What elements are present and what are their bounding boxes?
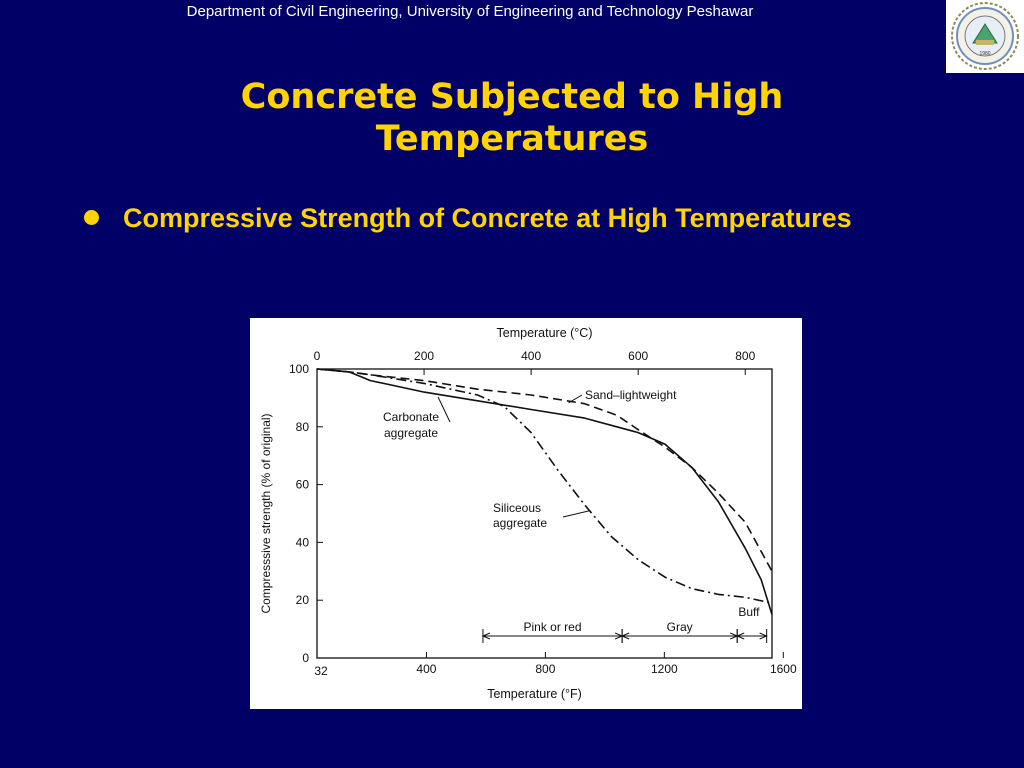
range-arrow	[735, 632, 745, 640]
leader-siliceous	[562, 510, 591, 518]
y-tick-label: 0	[302, 651, 309, 665]
leader-carbonate	[437, 396, 451, 423]
y-tick-label: 80	[296, 420, 310, 434]
x-bottom-tick-label: 1200	[651, 662, 678, 676]
range-label: Buff	[738, 605, 760, 619]
series-line-carbonate-aggregate	[316, 368, 773, 615]
y-tick-label: 60	[296, 478, 310, 492]
x-top-tick-label: 200	[414, 349, 434, 363]
annotation-carbonate-line2: aggregate	[384, 426, 438, 440]
x-top-tick-label: 800	[735, 349, 755, 363]
leader-sand-lightweight	[568, 394, 583, 404]
range-arrow	[620, 632, 630, 640]
x-top-tick-label: 0	[314, 349, 321, 363]
bullet-dot-icon	[84, 210, 99, 225]
chart-figure: 0 200 400 600 800 Temperature (°C) 32 400 800 120…	[250, 318, 802, 709]
university-seal-icon: 1980	[951, 2, 1019, 70]
x-bottom-tick-label: 32	[314, 664, 328, 678]
seal-year: 1980	[979, 51, 990, 57]
range-label: Gray	[667, 620, 693, 634]
x-bottom-axis-title: Temperature (°F)	[487, 687, 582, 701]
annotation-carbonate-line1: Carbonate	[383, 410, 439, 424]
range-arrow	[759, 632, 768, 640]
bullet-item: Compressive Strength of Concrete at High…	[84, 198, 934, 238]
annotation-siliceous-line1: Siliceous	[493, 501, 541, 515]
y-tick-label: 40	[296, 535, 310, 549]
x-top-tick-label: 600	[628, 349, 648, 363]
department-header: Department of Civil Engineering, Univers…	[186, 3, 754, 20]
slide-title-line2: Temperatures	[375, 119, 649, 159]
x-top-tick-label: 400	[521, 349, 541, 363]
range-label: Pink or red	[524, 620, 582, 634]
x-bottom-tick-label: 400	[416, 662, 436, 676]
university-logo: 1980	[946, 0, 1024, 73]
series-line-sand-lightweight	[316, 368, 773, 572]
y-tick-label: 20	[296, 593, 310, 607]
annotation-siliceous-line2: aggregate	[493, 516, 547, 530]
x-bottom-tick-label: 800	[535, 662, 555, 676]
x-bottom-tick-label: 1600	[770, 662, 797, 676]
x-top-axis-title: Temperature (°C)	[497, 326, 593, 340]
y-axis-title: Compresssive strength (% of original)	[259, 413, 273, 613]
range-arrow	[481, 632, 491, 640]
y-tick-label: 100	[289, 362, 309, 376]
slide-title-line1: Concrete Subjected to High	[240, 77, 784, 117]
annotation-sand-lightweight: Sand–lightweight	[585, 388, 677, 402]
series-line-siliceous-aggregate	[316, 368, 773, 604]
slide-title: Concrete Subjected to High Temperatures	[130, 76, 894, 160]
plot-frame	[316, 368, 773, 659]
bullet-text: Compressive Strength of Concrete at High…	[123, 203, 852, 233]
